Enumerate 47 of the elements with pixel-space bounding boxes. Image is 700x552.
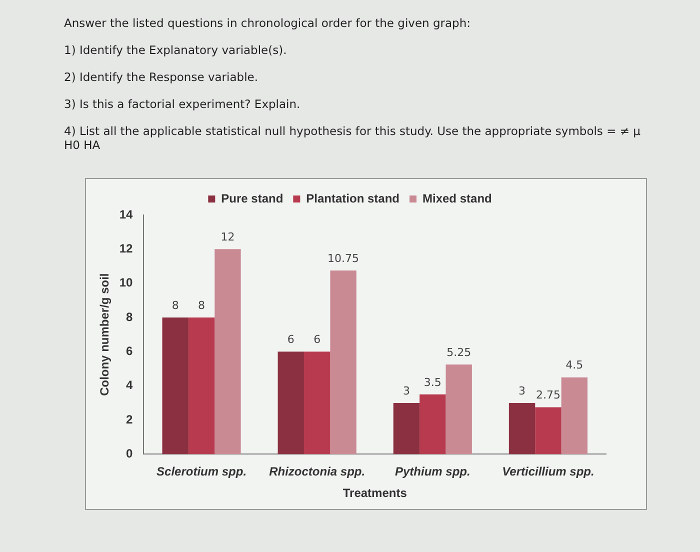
bar: [188, 318, 215, 454]
bar: [304, 352, 330, 454]
data-label: 3: [518, 384, 526, 398]
text: 4) List all the applicable statistical null hypothesis for this study. Use the appropriate symbols = ≠ μ: [64, 124, 642, 138]
data-label: 2.75: [536, 388, 560, 402]
y-tick-label: 10: [119, 276, 134, 290]
y-tick-label: 0: [126, 446, 134, 461]
data-label: 3.5: [424, 376, 442, 389]
data-label: 6: [287, 333, 294, 346]
x-tick-label: Rhizoctonia spp.: [269, 464, 366, 479]
bar: [330, 270, 356, 454]
data-label: 4.5: [566, 358, 584, 372]
y-axis-title: Colony number/g soil: [98, 273, 112, 396]
bar: [561, 377, 588, 454]
legend-label: Pure stand: [221, 191, 284, 206]
y-tick-label: 8: [126, 310, 134, 324]
y-tick-label: 6: [126, 344, 134, 358]
x-axis-title: Treatments: [342, 486, 408, 500]
y-tick-label: 12: [119, 241, 134, 256]
bar: [535, 407, 562, 454]
legend-label: Mixed stand: [422, 191, 492, 206]
data-label: 10.75: [328, 252, 360, 265]
bar: [420, 394, 446, 454]
legend-label: Plantation stand: [306, 191, 400, 206]
chart-title: Answer the listed questions in chronological order for the given graph:: [64, 16, 472, 30]
y-tick-label: 2: [126, 412, 134, 426]
data-label: 3: [402, 384, 410, 398]
bar: [393, 402, 420, 454]
data-label: 8: [198, 298, 206, 312]
bar: [214, 249, 241, 454]
data-label: 8: [172, 298, 179, 312]
data-label: 12: [220, 230, 235, 244]
text: 1) Identify the Explanatory variable(s).: [64, 43, 288, 57]
text: 2) Identify the Response variable.: [64, 70, 259, 84]
x-tick-label: Pythium spp.: [394, 464, 470, 479]
text: 3) Is this a factorial experiment? Explain.: [64, 97, 302, 111]
x-tick-label: Verticillium spp.: [502, 464, 594, 479]
data-label: 5.25: [446, 346, 472, 359]
bar: [446, 364, 472, 454]
data-label: 6: [314, 333, 321, 346]
bar: [508, 402, 536, 454]
text: H0 HA: [64, 138, 102, 152]
bar: [278, 352, 304, 454]
bar: [162, 318, 188, 454]
x-tick-label: Sclerotium spp.: [156, 464, 247, 479]
y-tick-label: 4: [126, 378, 134, 392]
y-tick-label: 14: [119, 207, 134, 222]
